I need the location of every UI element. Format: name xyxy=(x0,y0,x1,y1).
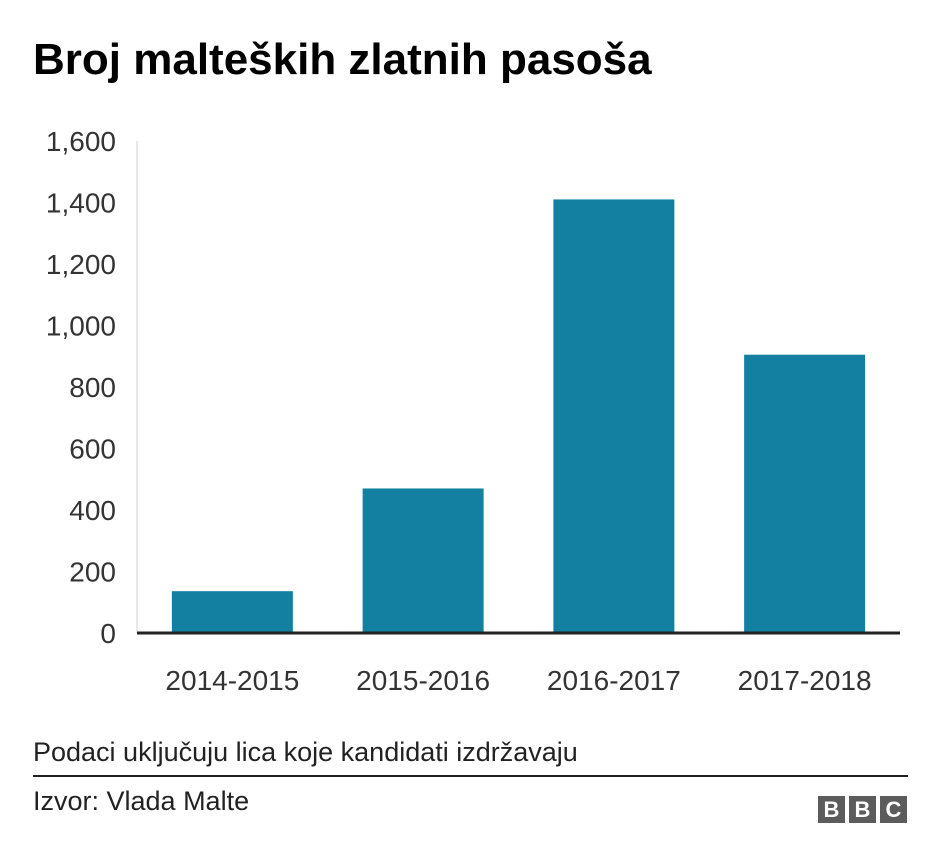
bbc-logo-letter-1: B xyxy=(818,796,845,823)
chart-note: Podaci uključuju lica koje kandidati izd… xyxy=(33,737,578,767)
chart-title: Broj malteških zlatnih pasoša xyxy=(33,35,652,84)
y-tick-label: 0 xyxy=(100,618,116,649)
footer-divider xyxy=(33,775,908,777)
y-tick-label: 200 xyxy=(69,557,116,588)
bar xyxy=(171,591,293,633)
bbc-logo-letter-2: B xyxy=(849,796,876,823)
bar-chart: 0 200 400 600 800 1,000 1,200 1,400 1,600 2014-20… xyxy=(46,126,900,696)
y-tick-label: 1,600 xyxy=(46,126,116,157)
x-tick-label: 2016-2017 xyxy=(547,665,681,696)
y-tick-label: 800 xyxy=(69,372,116,403)
bbc-logo: B B C xyxy=(818,796,907,823)
x-tick-label: 2015-2016 xyxy=(356,665,490,696)
bbc-logo-letter-3: C xyxy=(880,796,907,823)
y-tick-label: 600 xyxy=(69,434,116,465)
x-tick-label: 2017-2018 xyxy=(738,665,872,696)
source-label: Izvor: Vlada Malte xyxy=(33,786,250,816)
y-tick-label: 1,000 xyxy=(46,311,116,342)
y-tick-label: 1,200 xyxy=(46,249,116,280)
bar xyxy=(362,488,484,633)
x-tick-label: 2014-2015 xyxy=(165,665,299,696)
y-tick-label: 400 xyxy=(69,495,116,526)
bar xyxy=(744,354,866,633)
y-tick-label: 1,400 xyxy=(46,188,116,219)
bar xyxy=(553,199,675,634)
